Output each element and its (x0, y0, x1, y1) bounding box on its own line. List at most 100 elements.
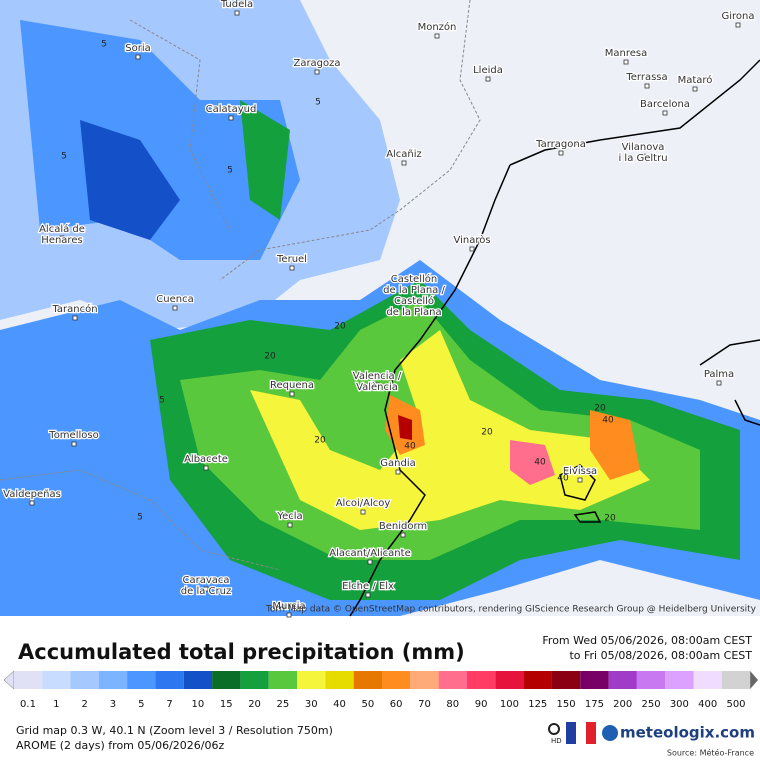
city-marker (203, 465, 209, 471)
city-marker (29, 500, 35, 506)
rain-area (250, 330, 650, 530)
city-marker (401, 160, 407, 166)
legend-label: 15 (220, 699, 233, 710)
city-label: Murcia (272, 601, 305, 612)
city-marker (234, 10, 240, 16)
legend-label: 100 (500, 699, 519, 710)
contour-label: 20 (481, 428, 493, 438)
city-marker (644, 83, 650, 89)
city-label: Alcoi/Alcoy (336, 498, 391, 509)
attribution: Torri Map data © OpenStreetMap contribut… (265, 605, 757, 615)
legend-swatch (438, 671, 467, 689)
city-label: Albacete (184, 454, 228, 465)
legend-swatch (353, 671, 382, 689)
contour-label: 5 (101, 40, 107, 50)
legend-swatch (98, 671, 128, 689)
legend-swatch (13, 671, 43, 689)
city-label: de la Cruz (181, 586, 231, 597)
title: Accumulated total precipitation (mm) (18, 640, 465, 664)
city-label: Manresa (605, 48, 647, 59)
legend-label: 60 (390, 699, 403, 710)
legend-label: 25 (277, 699, 290, 710)
city-marker (367, 559, 373, 565)
contour-label: 20 (264, 352, 276, 362)
city-marker (735, 22, 741, 28)
city-label: Caravaca (182, 575, 229, 586)
contour-label: 5 (315, 98, 321, 108)
city-marker (203, 586, 209, 592)
city-label: Alcañiz (386, 149, 422, 160)
city-label: Valdepeñas (3, 489, 61, 500)
date-to: to Fri 05/08/2026, 08:00am CEST (569, 649, 752, 662)
city-marker (558, 150, 564, 156)
city-label: Yecla (276, 511, 302, 522)
city-marker (469, 246, 475, 252)
city-marker (662, 110, 668, 116)
city-label: Mataró (678, 74, 713, 86)
legend-swatch (268, 671, 298, 689)
city-label: Girona (721, 11, 754, 22)
city-marker (360, 509, 366, 515)
city-marker (400, 532, 406, 538)
city-label: Calatayud (206, 104, 257, 115)
zoom-icon[interactable] (548, 723, 560, 735)
legend-swatch (693, 671, 722, 689)
legend-label: 30 (305, 699, 318, 710)
contour-label: 20 (604, 514, 616, 524)
grid-info: Grid map 0.3 W, 40.1 N (Zoom level 3 / R… (16, 724, 333, 737)
flag (576, 722, 586, 744)
city-label: Gandia (380, 458, 415, 469)
contour-label: 40 (557, 474, 569, 484)
legend-label: 300 (670, 699, 689, 710)
legend-label: 80 (446, 699, 459, 710)
city-label: i la Geltru (618, 153, 667, 164)
city-marker (640, 153, 646, 159)
city-marker (365, 592, 371, 598)
coastline (699, 339, 760, 426)
city-marker (374, 382, 380, 388)
rain-area (80, 120, 180, 240)
city-label: Elche / Elx (342, 581, 394, 592)
contour-label: 5 (137, 513, 143, 523)
city-marker (71, 441, 77, 447)
legend-label: 2 (81, 699, 87, 710)
contour-label: 40 (602, 416, 614, 426)
city-marker (135, 54, 141, 60)
legend-swatch (608, 671, 637, 689)
source: Source: Météo-France (667, 748, 754, 758)
border (0, 0, 481, 571)
legend-label: 20 (248, 699, 261, 710)
city-marker (72, 315, 78, 321)
city-label: Castellón (391, 273, 437, 285)
flag (586, 722, 596, 744)
city-marker (692, 86, 698, 92)
legend-swatch (466, 671, 496, 689)
city-marker (314, 69, 320, 75)
city-label: de la Plana / (383, 285, 445, 296)
legend-swatch (70, 671, 99, 689)
city-label: Vilanova (622, 142, 665, 153)
contour-label: 40 (404, 442, 416, 452)
brand[interactable]: meteologix.com (620, 724, 755, 742)
contour-label: 40 (534, 458, 546, 468)
legend-label: 150 (557, 699, 576, 710)
legend-swatch (551, 671, 581, 689)
legend-label: 250 (641, 699, 660, 710)
city-marker (172, 305, 178, 311)
legend-swatch (636, 671, 666, 689)
legend-label: 1 (53, 699, 59, 710)
legend-label: 90 (475, 699, 488, 710)
rain-area (240, 100, 290, 220)
city-label: Requena (270, 380, 314, 391)
city-marker (59, 235, 65, 241)
city-marker (228, 115, 234, 121)
legend-swatch (183, 671, 213, 689)
coastline (349, 59, 760, 617)
contour-label: 20 (314, 436, 326, 446)
model-info: AROME (2 days) from 05/06/2026/06z (16, 739, 225, 752)
legend-swatch (127, 671, 156, 689)
city-label: Zaragoza (293, 58, 340, 69)
legend-label: 0.1 (20, 699, 36, 710)
rain-area (510, 440, 555, 485)
